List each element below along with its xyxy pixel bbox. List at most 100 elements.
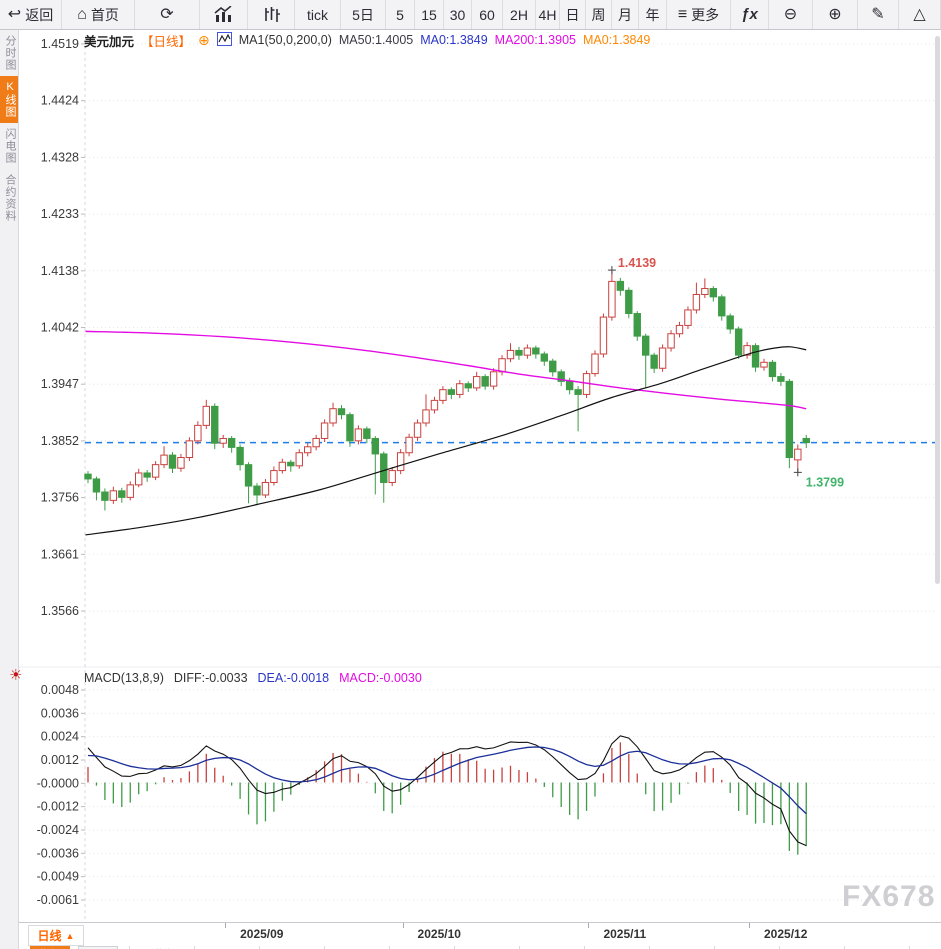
add-indicator-icon[interactable]: ⊕	[198, 31, 210, 48]
ma-params: MA1(50,0,200,0)	[238, 33, 332, 47]
month-tick	[588, 923, 590, 928]
toolbar-item-h2[interactable]: 2H	[503, 0, 536, 29]
month-tick	[402, 923, 404, 928]
svg-text:1.4042: 1.4042	[41, 321, 79, 335]
svg-text:-0.0061: -0.0061	[37, 893, 79, 907]
svg-text:-0.0036: -0.0036	[37, 846, 79, 860]
triangle-icon: △	[913, 5, 926, 23]
date-axis: 日线 ▲ 2025/09 2025/10 2025/11 2025/12	[19, 922, 941, 947]
sidebar-item-2[interactable]: K线图	[0, 76, 18, 123]
toolbar-item-m60[interactable]: 60	[472, 0, 503, 29]
toolbar-item-day[interactable]: 日	[560, 0, 586, 29]
sidebar-item-1[interactable]: 分时图	[4, 35, 16, 71]
toolbar-item-refresh[interactable]: ⟳	[135, 0, 200, 29]
svg-text:1.4138: 1.4138	[41, 264, 79, 278]
svg-text:-0.0000: -0.0000	[37, 776, 79, 790]
svg-text:0.0012: 0.0012	[41, 753, 79, 767]
toolbar-item-5d[interactable]: 5日	[341, 0, 386, 29]
svg-text:1.3661: 1.3661	[41, 547, 79, 561]
toolbar-item-label: 5	[396, 6, 404, 23]
zoom-out-icon: ⊖	[783, 5, 798, 23]
toolbar-item-tick[interactable]: tick	[295, 0, 341, 29]
toolbar-item-more[interactable]: ≡ 更多	[667, 0, 731, 29]
toolbar-item-week[interactable]: 周	[586, 0, 612, 29]
date-label: 2025/09	[240, 927, 284, 941]
toolbar-item-month[interactable]: 月	[612, 0, 639, 29]
toolbar-item-m15[interactable]: 15	[415, 0, 444, 29]
sidebar-item-3[interactable]: 闪电图	[4, 128, 16, 164]
svg-text:0.0024: 0.0024	[41, 730, 79, 744]
svg-text:1.3566: 1.3566	[41, 604, 79, 618]
toolbar-item-indicator-style[interactable]	[248, 0, 295, 29]
toolbar-item-draw[interactable]: ✎	[858, 0, 899, 29]
svg-text:1.4139: 1.4139	[618, 256, 656, 270]
toolbar-item-h4[interactable]: 4H	[536, 0, 560, 29]
bar-chart-icon	[214, 6, 233, 23]
toolbar-item-zoom-out[interactable]: ⊖	[769, 0, 813, 29]
toolbar-item-shapes[interactable]: △	[899, 0, 941, 29]
toolbar-item-label: 5日	[352, 6, 374, 23]
macd-dea-value: DEA:-0.0018	[257, 671, 330, 685]
period-selector[interactable]: 日线 ▲	[28, 925, 84, 946]
toolbar-item-label: 周	[591, 6, 606, 23]
toolbar-item-label: 2H	[510, 6, 528, 23]
toolbar-item-label: 首页	[90, 6, 119, 23]
toolbar: ↩ 返回 ⌂ 首页 ⟳ tick 5日 5 15 30 60 2H 4H 日周月年 ≡ 更多 ƒx ⊖ ⊕ ✎ △	[0, 0, 941, 30]
svg-text:1.4328: 1.4328	[41, 150, 79, 164]
macd-params: MACD(13,8,9)	[84, 671, 164, 685]
date-label: 2025/12	[764, 927, 808, 941]
toolbar-item-label: ƒx	[741, 6, 758, 23]
sidebar-item-4[interactable]: 合约资料	[4, 174, 16, 222]
ma50-value: MA50:1.4005	[338, 33, 414, 47]
toolbar-item-home[interactable]: ⌂ 首页	[62, 0, 135, 29]
toolbar-item-trend-chart[interactable]	[200, 0, 248, 29]
ma0-blue-value: MA0:1.3849	[420, 33, 488, 47]
toolbar-item-year[interactable]: 年	[639, 0, 667, 29]
toolbar-item-m5[interactable]: 5	[386, 0, 415, 29]
indicator-settings-icon[interactable]: ☀	[9, 667, 23, 684]
date-label: 2025/10	[417, 927, 461, 941]
svg-text:-0.0012: -0.0012	[37, 800, 79, 814]
svg-text:1.4424: 1.4424	[41, 94, 79, 108]
svg-text:1.3799: 1.3799	[806, 475, 844, 489]
bottom-tab-1[interactable]: 指标	[30, 946, 70, 949]
toolbar-item-zoom-in[interactable]: ⊕	[813, 0, 858, 29]
toolbar-item-label: 60	[479, 6, 495, 23]
bottom-tab-2[interactable]: 横屏	[78, 946, 118, 949]
symbol-name: 美元加元	[84, 34, 135, 49]
zoom-in-icon: ⊕	[828, 5, 842, 23]
vertical-scrollbar[interactable]	[935, 36, 940, 584]
bottom-tab-3[interactable]: 指标	[148, 946, 184, 949]
period-tag: 【日线】	[141, 34, 192, 49]
toolbar-item-label: 更多	[691, 6, 720, 23]
date-label: 2025/11	[603, 927, 647, 941]
svg-text:1.4233: 1.4233	[41, 207, 79, 221]
bottom-tab-strip: 指标 横屏 指标	[0, 946, 941, 949]
ma0-orange-value: MA0:1.3849	[582, 33, 651, 47]
toolbar-home-icon: ⌂	[77, 5, 87, 23]
toolbar-item-label: 年	[645, 6, 660, 23]
svg-text:1.4519: 1.4519	[41, 37, 79, 51]
toolbar-back-icon: ↩	[7, 5, 22, 23]
macd-diff-value: DIFF:-0.0033	[173, 671, 248, 685]
month-tick	[225, 923, 227, 928]
toolbar-item-label: 月	[618, 6, 632, 23]
toolbar-item-label: 返回	[25, 6, 54, 23]
toolbar-item-back[interactable]: ↩ 返回	[0, 0, 62, 29]
toolbar-item-m30[interactable]: 30	[444, 0, 472, 29]
ma-indicator-icon[interactable]	[216, 31, 232, 49]
svg-text:-0.0024: -0.0024	[37, 823, 79, 837]
toolbar-more-icon: ≡	[677, 5, 688, 23]
sidebar: 分时图 K线图闪电图合约资料	[0, 30, 19, 949]
svg-text:1.3756: 1.3756	[41, 491, 79, 505]
refresh-icon: ⟳	[160, 5, 174, 23]
toolbar-item-label: 4H	[538, 6, 557, 23]
toolbar-item-fx[interactable]: ƒx	[731, 0, 769, 29]
toolbar-item-label: 15	[421, 6, 437, 23]
toolbar-item-label: 30	[449, 6, 466, 23]
candles-icon	[263, 6, 280, 23]
ma200-value: MA200:1.3905	[494, 33, 576, 47]
macd-hist-value: MACD:-0.0030	[339, 671, 422, 685]
